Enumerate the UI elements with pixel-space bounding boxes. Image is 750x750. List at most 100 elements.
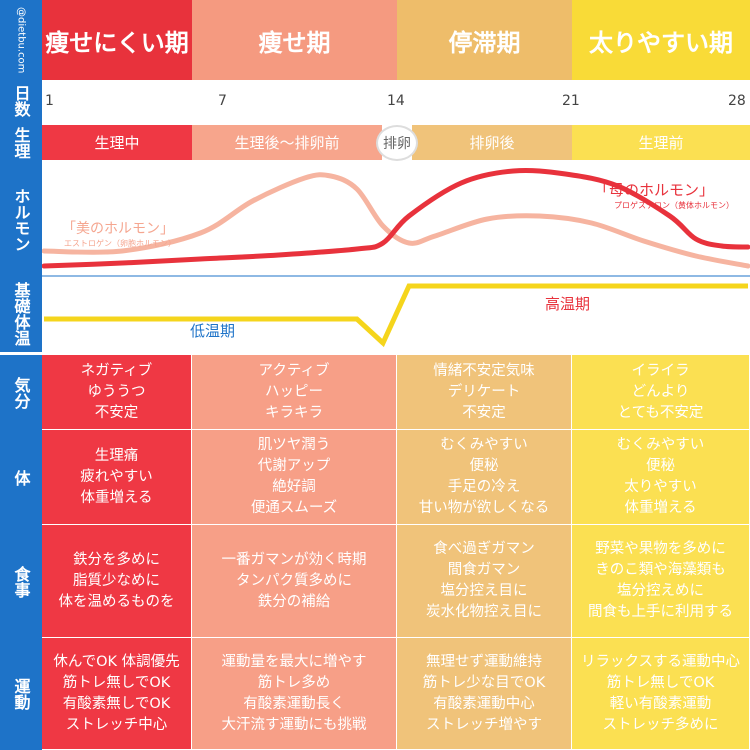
mood-text: イライラ <box>631 362 690 379</box>
ovulation-badge: 排卵 <box>376 125 418 161</box>
exercise-text: 筋トレ無しでOK <box>606 674 715 691</box>
body-text: むくみやすい <box>440 437 528 453</box>
progesterone-label: 「母のホルモン」 <box>594 181 715 199</box>
body-text: 体重増える <box>624 500 697 516</box>
body-text: 代謝アップ <box>257 458 331 474</box>
column-header-hard-to-lose: 痩せにくい期 <box>42 0 192 80</box>
body-text: 疲れやすい <box>80 468 153 485</box>
phase-post-ovulation: 排卵後 <box>412 125 572 160</box>
exercise-text: 休んでOK 体調優先 <box>53 653 180 670</box>
meal-cell: 野菜や果物を多めに きのこ類や海藻類も 塩分控えめに間食も上手に利用する <box>572 525 749 637</box>
row-label-exercise: 運動 <box>0 638 42 750</box>
meal-text: 鉄分の補給 <box>257 593 331 610</box>
ovulation-label: 排卵 <box>383 136 411 152</box>
exercise-text: ストレッチ多めに <box>602 716 719 733</box>
mood-text: キラキラ <box>265 404 323 421</box>
mood-text: デリケート <box>447 383 521 400</box>
row-label-mood: 気分 <box>0 355 42 430</box>
progesterone-sublabel: プロゲステロン（黄体ホルモン） <box>614 201 734 210</box>
low-temp-label: 低温期 <box>190 322 236 340</box>
mood-text: 情緒不安定気味 <box>433 362 535 379</box>
meal-text: 脂質少なめに <box>73 572 160 589</box>
day-tick-21: 21 <box>562 93 580 109</box>
row-label-hormone: ホルモン <box>0 163 42 276</box>
body-text: 肌ツヤ潤う <box>257 437 331 453</box>
exercise-text: 無理せず運動維持 <box>426 653 542 670</box>
exercise-text: 筋トレ無しでOK <box>62 674 171 691</box>
meal-text: 塩分控え目に <box>440 583 528 599</box>
exercise-cell: リラックスする運動中心 筋トレ無しでOK 軽い有酸素運動 ストレッチ多めに <box>572 638 749 749</box>
row-label-body: 体 <box>0 430 42 525</box>
estrogen-label: 「美のホルモン」 <box>62 221 174 237</box>
meal-cell: 食べ過ぎガマン 間食ガマン塩分控え目に 炭水化物控え目に <box>397 525 571 637</box>
watermark-cell <box>0 0 42 80</box>
mood-text: とても不安定 <box>617 404 704 421</box>
row-label-bbt: 基礎体温 <box>0 276 42 352</box>
body-text: 手足の冷え <box>447 479 521 495</box>
exercise-text: ストレッチ中心 <box>65 716 168 733</box>
meal-cell: 一番ガマンが効く時期 タンパク質多めに 鉄分の補給 <box>192 525 396 637</box>
day-tick-28: 28 <box>728 93 746 109</box>
body-text: 太りやすい <box>624 479 697 495</box>
mood-cell: 情緒不安定気味 デリケート不安定 <box>397 355 571 429</box>
body-text: 甘い物が欲しくなる <box>418 500 550 516</box>
meal-text: きのこ類や海藻類も <box>595 562 726 578</box>
day-tick-14: 14 <box>387 93 405 109</box>
estrogen-sublabel: エストロゲン（卵胞ホルモン） <box>64 239 176 248</box>
exercise-text: 筋トレ少な目でOK <box>422 674 546 691</box>
day-tick-7: 7 <box>218 93 227 109</box>
hormone-chart <box>42 167 750 348</box>
meal-text: タンパク質多めに <box>236 572 352 589</box>
mood-cell: ネガティブゆううつ不安定 <box>42 355 191 429</box>
meal-text: 野菜や果物を多めに <box>595 541 726 557</box>
mood-text: ゆううつ <box>87 383 146 400</box>
exercise-cell: 無理せず運動維持 筋トレ少な目でOK 有酸素運動中心 ストレッチ増やす <box>397 638 571 749</box>
exercise-text: 有酸素無しでOK <box>62 695 171 712</box>
exercise-cell: 休んでOK 体調優先 筋トレ無しでOK 有酸素無しでOK ストレッチ中心 <box>42 638 191 749</box>
exercise-text: 大汗流す運動にも挑戦 <box>221 716 367 733</box>
mood-cell: アクティブ ハッピー キラキラ <box>192 355 396 429</box>
body-text: 生理痛 <box>94 447 139 464</box>
body-cell: むくみやすい 便秘 太りやすい 体重増える <box>572 430 749 524</box>
mood-cell: イライラ どんより とても不安定 <box>572 355 749 429</box>
phase-menstruation: 生理中 <box>42 125 192 160</box>
exercise-cell: 運動量を最大に増やす 筋トレ多め 有酸素運動長く 大汗流す運動にも挑戦 <box>192 638 396 749</box>
mood-text: 不安定 <box>462 404 506 421</box>
progesterone-legend: 「母のホルモン」 プロゲステロン（黄体ホルモン） <box>594 179 734 211</box>
meal-cell: 鉄分を多めに 脂質少なめに 体を温めるものを <box>42 525 191 637</box>
high-temp-label: 高温期 <box>545 295 591 313</box>
meal-text: 間食ガマン <box>447 562 521 578</box>
exercise-text: ストレッチ増やす <box>426 716 542 733</box>
progesterone-line <box>42 167 750 269</box>
meal-text: 鉄分を多めに <box>73 551 160 568</box>
row-label-physiology: 生理 <box>0 122 42 163</box>
body-text: 便通スムーズ <box>250 500 338 516</box>
body-text: 便秘 <box>646 458 675 474</box>
mood-text: アクティブ <box>258 362 330 379</box>
bbt-line <box>44 283 748 348</box>
estrogen-legend: 「美のホルモン」 エストロゲン（卵胞ホルモン） <box>62 218 176 249</box>
exercise-text: リラックスする運動中心 <box>580 653 741 670</box>
column-header-weight-loss: 痩せ期 <box>192 0 397 80</box>
exercise-text: 軽い有酸素運動 <box>609 695 712 712</box>
mood-text: ネガティブ <box>80 362 153 379</box>
exercise-text: 運動量を最大に増やす <box>221 653 367 670</box>
exercise-text: 筋トレ多め <box>257 674 331 691</box>
row-label-meal: 食事 <box>0 525 42 638</box>
row-label-days: 日数 <box>0 80 42 122</box>
phase-post-to-ovulation: 生理後～排卵前 <box>192 125 382 160</box>
column-header-easy-to-gain: 太りやすい期 <box>572 0 750 80</box>
mood-text: 不安定 <box>94 404 139 421</box>
meal-text: 塩分控えめに <box>617 583 704 599</box>
body-text: 便秘 <box>469 458 499 474</box>
meal-text: 一番ガマンが効く時期 <box>221 551 367 568</box>
phase-premenstrual: 生理前 <box>572 125 750 160</box>
meal-text: 食べ過ぎガマン <box>433 541 535 557</box>
meal-text: 間食も上手に利用する <box>588 604 733 620</box>
body-cell: 生理痛 疲れやすい 体重増える <box>42 430 191 524</box>
column-header-plateau: 停滞期 <box>397 0 572 80</box>
meal-text: 炭水化物控え目に <box>426 604 542 620</box>
body-cell: 肌ツヤ潤う 代謝アップ 絶好調 便通スムーズ <box>192 430 396 524</box>
day-tick-1: 1 <box>45 93 54 109</box>
